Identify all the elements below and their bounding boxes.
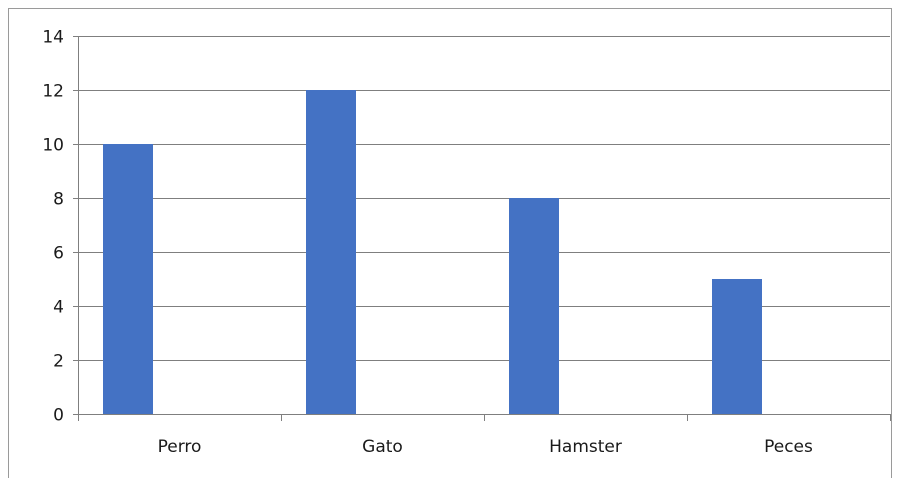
y-tick-label: 14	[42, 28, 64, 48]
bar-hamster	[509, 198, 559, 414]
x-tick-labels: Perro Gato Hamster Peces	[158, 437, 813, 457]
x-tick-label-gato: Gato	[362, 437, 403, 457]
y-tick-label: 10	[42, 136, 64, 156]
bar-gato	[306, 90, 356, 414]
y-tick-label: 0	[53, 406, 64, 426]
x-tick-label-perro: Perro	[158, 437, 202, 457]
y-tick-labels: 0 2 4 6 8 10 12 14	[42, 28, 64, 426]
y-tick-label: 4	[53, 298, 64, 318]
x-tick-label-peces: Peces	[764, 437, 813, 457]
bar-peces	[712, 279, 762, 414]
y-tick-label: 6	[53, 244, 64, 264]
axes	[73, 36, 891, 421]
y-tick-label: 2	[53, 352, 64, 372]
bar-perro	[103, 144, 153, 414]
bar-series	[103, 90, 762, 414]
gridlines	[78, 36, 890, 361]
y-tick-label: 12	[42, 82, 64, 102]
x-tick-label-hamster: Hamster	[549, 437, 622, 457]
y-tick-label: 8	[53, 190, 64, 210]
